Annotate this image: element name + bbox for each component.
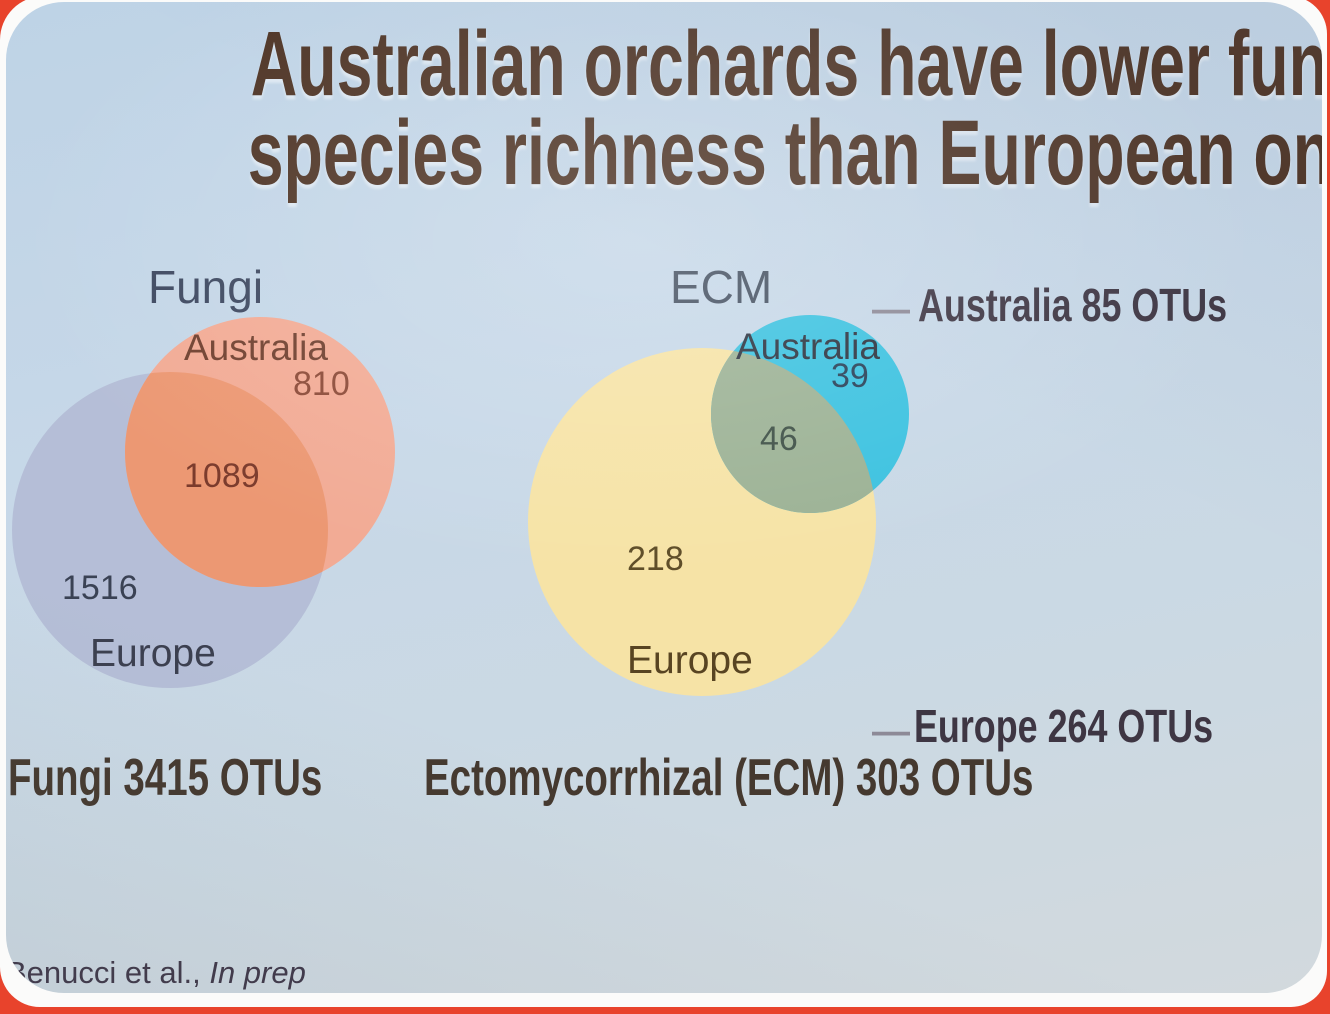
slide: Australian orchards have lower fungal sp…: [6, 2, 1322, 993]
fungi-australia-label: Australia: [184, 327, 328, 368]
fungi-europe-only-value: 1516: [62, 569, 138, 607]
ecm-total-text: Ectomycorrhizal (ECM) 303 OTUs: [424, 749, 1034, 807]
fungi-total-text: Fungi 3415 OTUs: [8, 749, 323, 807]
citation-authors: Benucci et al.,: [6, 955, 210, 990]
slide-title: Australian orchards have lower fungal sp…: [6, 13, 1322, 204]
europe-total-annotation: Europe 264 OTUs: [914, 701, 1297, 752]
title-line-2: species richness than European ones: [6, 102, 1322, 204]
ecm-europe-label: Europe: [627, 639, 753, 682]
citation-status: In prep: [209, 955, 306, 990]
slide-content: Australian orchards have lower fungal sp…: [6, 2, 1322, 993]
fungi-europe-label: Europe: [90, 632, 216, 675]
fungi-overlap-value: 1089: [184, 457, 260, 495]
europe-annotation-dash: —: [872, 711, 910, 753]
fungi-total-label: Fungi 3415 OTUs: [8, 749, 433, 807]
ecm-total-label: Ectomycorrhizal (ECM) 303 OTUs: [424, 749, 1248, 807]
title-text-1: Australian orchards have lower fungal: [250, 13, 1322, 115]
ecm-overlap-value: 46: [760, 420, 798, 458]
australia-total-annotation: Australia 85 OTUs: [918, 280, 1314, 331]
ecm-australia-label: Australia: [736, 326, 880, 367]
venn-fungi-title: Fungi: [148, 261, 264, 313]
venn-ecm-title: ECM: [670, 261, 773, 313]
ecm-australia-only-value: 39: [831, 357, 869, 395]
fungi-australia-only-value: 810: [293, 365, 350, 403]
europe-total-annotation-text: Europe 264 OTUs: [914, 700, 1214, 752]
title-line-1: Australian orchards have lower fungal: [6, 13, 1322, 115]
australia-annotation-dash: —: [872, 289, 910, 331]
venn-diagrams: [12, 315, 909, 696]
citation: Benucci et al., In prep: [6, 955, 306, 990]
ecm-europe-only-value: 218: [627, 540, 684, 578]
title-text-2: species richness than European ones: [247, 102, 1322, 204]
australia-total-annotation-text: Australia 85 OTUs: [918, 279, 1228, 331]
